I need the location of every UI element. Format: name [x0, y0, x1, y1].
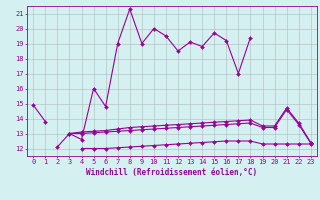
X-axis label: Windchill (Refroidissement éolien,°C): Windchill (Refroidissement éolien,°C)	[86, 168, 258, 177]
